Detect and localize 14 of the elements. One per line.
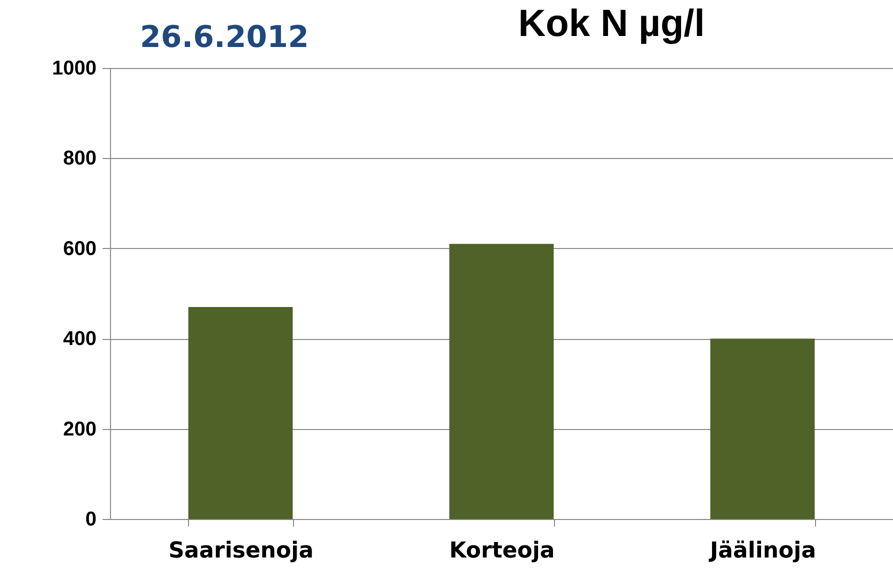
x-tick-label: Saarisenoja: [168, 538, 314, 564]
y-tick-label: 0: [85, 508, 96, 530]
x-tick-label: Korteoja: [449, 538, 555, 564]
y-tick-label: 800: [63, 148, 96, 170]
bar: [710, 338, 815, 519]
y-tick-label: 600: [63, 238, 96, 260]
y-tick-label: 400: [63, 328, 96, 350]
chart-title: Kok N µg/l: [518, 3, 705, 45]
y-tick-label: 1000: [52, 58, 96, 80]
bar: [188, 307, 293, 519]
x-tick-label: Jäälinoja: [708, 538, 816, 564]
chart-subtitle: 26.6.2012: [140, 20, 309, 55]
y-tick-label: 200: [63, 418, 96, 440]
bar: [449, 244, 554, 519]
